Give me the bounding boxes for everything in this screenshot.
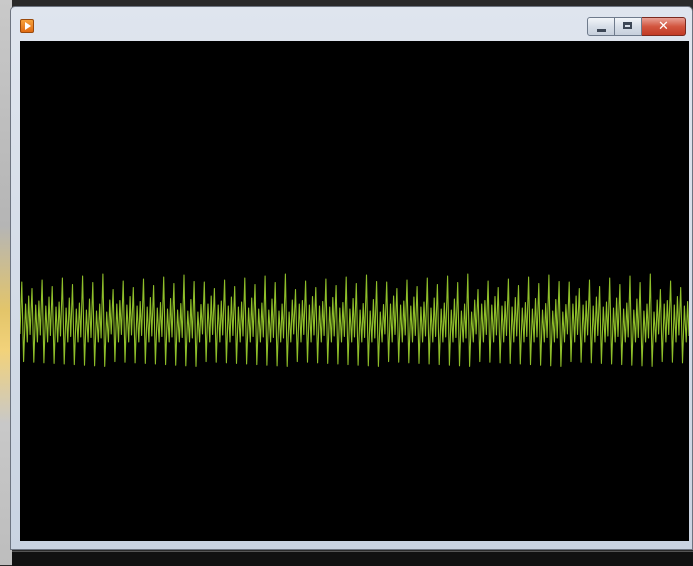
app-window: ✕ xyxy=(10,6,693,550)
close-button[interactable]: ✕ xyxy=(642,17,686,36)
close-icon: ✕ xyxy=(658,19,669,34)
desktop-background xyxy=(0,0,12,565)
play-icon[interactable] xyxy=(20,19,34,33)
caption-buttons: ✕ xyxy=(587,17,686,37)
oscilloscope-canvas xyxy=(20,41,689,541)
minimize-button[interactable] xyxy=(587,17,615,36)
taskbar-strip xyxy=(12,551,693,566)
waveform-trace xyxy=(20,273,689,367)
maximize-button[interactable] xyxy=(615,17,642,36)
minimize-icon xyxy=(597,29,606,32)
maximize-icon xyxy=(623,22,632,29)
waveform-display xyxy=(20,273,689,367)
title-bar[interactable]: ✕ xyxy=(11,7,692,41)
